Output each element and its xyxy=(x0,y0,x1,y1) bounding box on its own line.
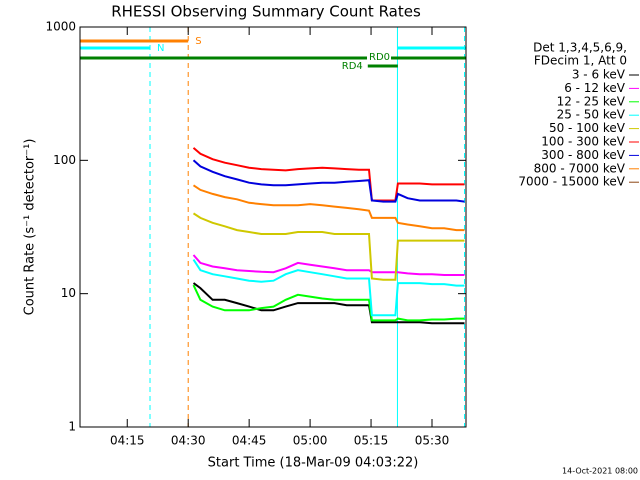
y-tick-label: 1 xyxy=(68,420,76,434)
series-line xyxy=(192,212,465,281)
y-tick-label: 10 xyxy=(61,286,76,300)
legend-header: FDecim 1, Att 0 xyxy=(534,54,627,68)
legend-label: 12 - 25 keV xyxy=(557,94,626,108)
flag-label: RD4 xyxy=(342,61,363,72)
flag-label-bg xyxy=(367,51,392,62)
y-axis-label: Count Rate (s⁻¹ detector⁻¹) xyxy=(23,139,38,316)
series-line xyxy=(192,159,465,203)
legend-label: 800 - 7000 keV xyxy=(534,161,626,175)
flag-label: S xyxy=(195,36,201,47)
series-line xyxy=(192,254,465,276)
legend-label: 300 - 800 keV xyxy=(541,148,625,162)
flag-label: RD0 xyxy=(369,52,390,63)
chart-title: RHESSI Observing Summary Count Rates xyxy=(111,3,421,21)
x-tick-label: 04:30 xyxy=(171,434,206,448)
legend-label: 50 - 100 keV xyxy=(549,121,626,135)
x-tick-label: 05:30 xyxy=(415,434,450,448)
plot-frame xyxy=(79,26,467,428)
legend-label: 3 - 6 keV xyxy=(572,68,626,82)
footer: 14-Oct-2021 08:00 xyxy=(562,467,638,476)
series-line xyxy=(192,282,465,325)
x-tick-label: 04:45 xyxy=(232,434,267,448)
x-tick-label: 05:00 xyxy=(293,434,328,448)
legend-label: 7000 - 15000 keV xyxy=(518,175,625,189)
x-tick-label: 04:15 xyxy=(110,434,145,448)
legend-label: 100 - 300 keV xyxy=(541,135,625,149)
series-line xyxy=(192,259,465,317)
legend-label: 6 - 12 keV xyxy=(564,81,626,95)
series-line xyxy=(192,284,465,322)
y-tick-label: 100 xyxy=(53,153,76,167)
y-tick-label: 1000 xyxy=(45,20,76,34)
legend-header: Det 1,3,4,5,6,9, xyxy=(533,41,627,55)
series-line xyxy=(192,184,465,232)
x-tick-label: 05:15 xyxy=(354,434,389,448)
series-line xyxy=(192,147,465,202)
x-axis-label: Start Time (18-Mar-09 04:03:22) xyxy=(208,456,419,471)
flag-label: N xyxy=(157,43,164,54)
legend-label: 25 - 50 keV xyxy=(557,108,626,122)
